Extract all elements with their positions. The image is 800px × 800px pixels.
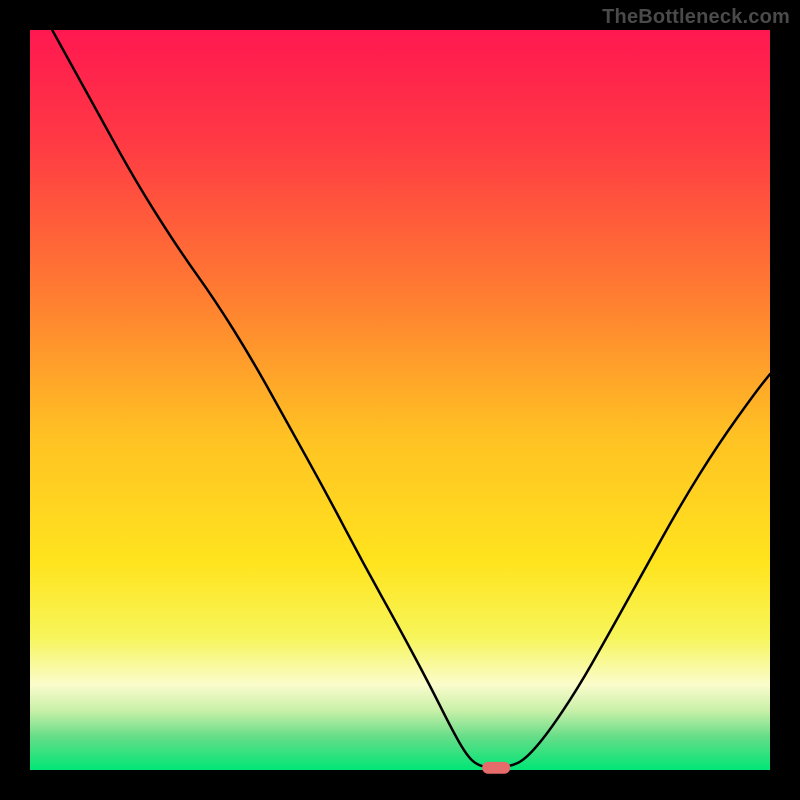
watermark-text: TheBottleneck.com xyxy=(602,6,790,29)
gradient-background xyxy=(30,30,770,770)
optimal-marker xyxy=(482,762,510,774)
bottleneck-chart xyxy=(0,0,800,800)
